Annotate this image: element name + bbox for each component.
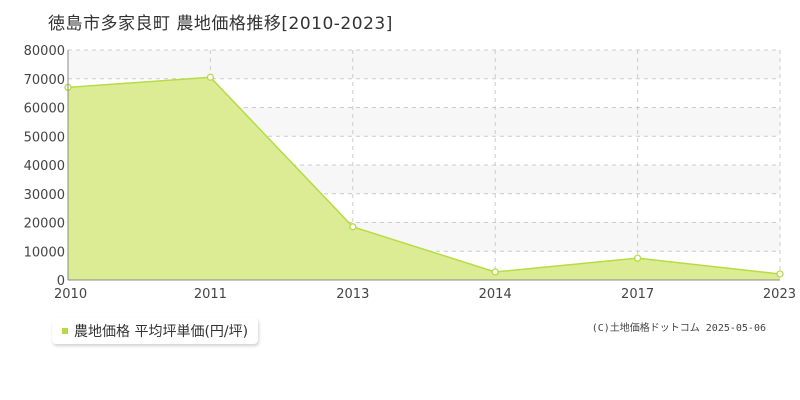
y-tick-label: 80000 (24, 44, 65, 59)
data-point (349, 223, 357, 231)
x-tick-label: 2017 (621, 287, 654, 302)
y-tick-label: 30000 (24, 188, 65, 203)
data-point (633, 254, 642, 262)
y-tick-label: 50000 (24, 130, 65, 145)
y-tick-label: 40000 (24, 159, 65, 174)
area-fill (68, 77, 780, 280)
data-point (776, 270, 784, 278)
y-tick-label: 70000 (24, 73, 65, 88)
copyright-text: (C)土地価格ドットコム 2025-05-06 (591, 323, 766, 334)
x-tick-label: 2010 (54, 287, 87, 302)
x-tick-labels: 2010 2011 2013 2014 2017 2023 (54, 287, 796, 302)
legend-label: 農地価格 平均坪単価(円/坪) (74, 324, 249, 340)
legend-swatch (62, 328, 68, 334)
chart-title: 徳島市多家良町 農地価格推移[2010-2023] (48, 14, 393, 34)
x-tick-label: 2014 (479, 287, 512, 302)
data-point (491, 268, 499, 276)
background-band (68, 50, 780, 79)
legend: 農地価格 平均坪単価(円/坪) (52, 318, 259, 344)
x-tick-label: 2011 (194, 287, 227, 302)
y-tick-label: 0 (57, 274, 65, 289)
x-tick-label: 2013 (336, 287, 369, 302)
y-tick-label: 60000 (24, 102, 65, 117)
data-points (64, 73, 784, 278)
y-tick-label: 20000 (24, 217, 65, 232)
y-tick-labels: 0 10000 20000 30000 40000 50000 60000 70000 8000… (24, 44, 65, 289)
x-tick-label: 2023 (763, 287, 796, 302)
data-point (206, 73, 215, 81)
series-line (67, 76, 781, 275)
y-tick-label: 10000 (24, 245, 65, 260)
